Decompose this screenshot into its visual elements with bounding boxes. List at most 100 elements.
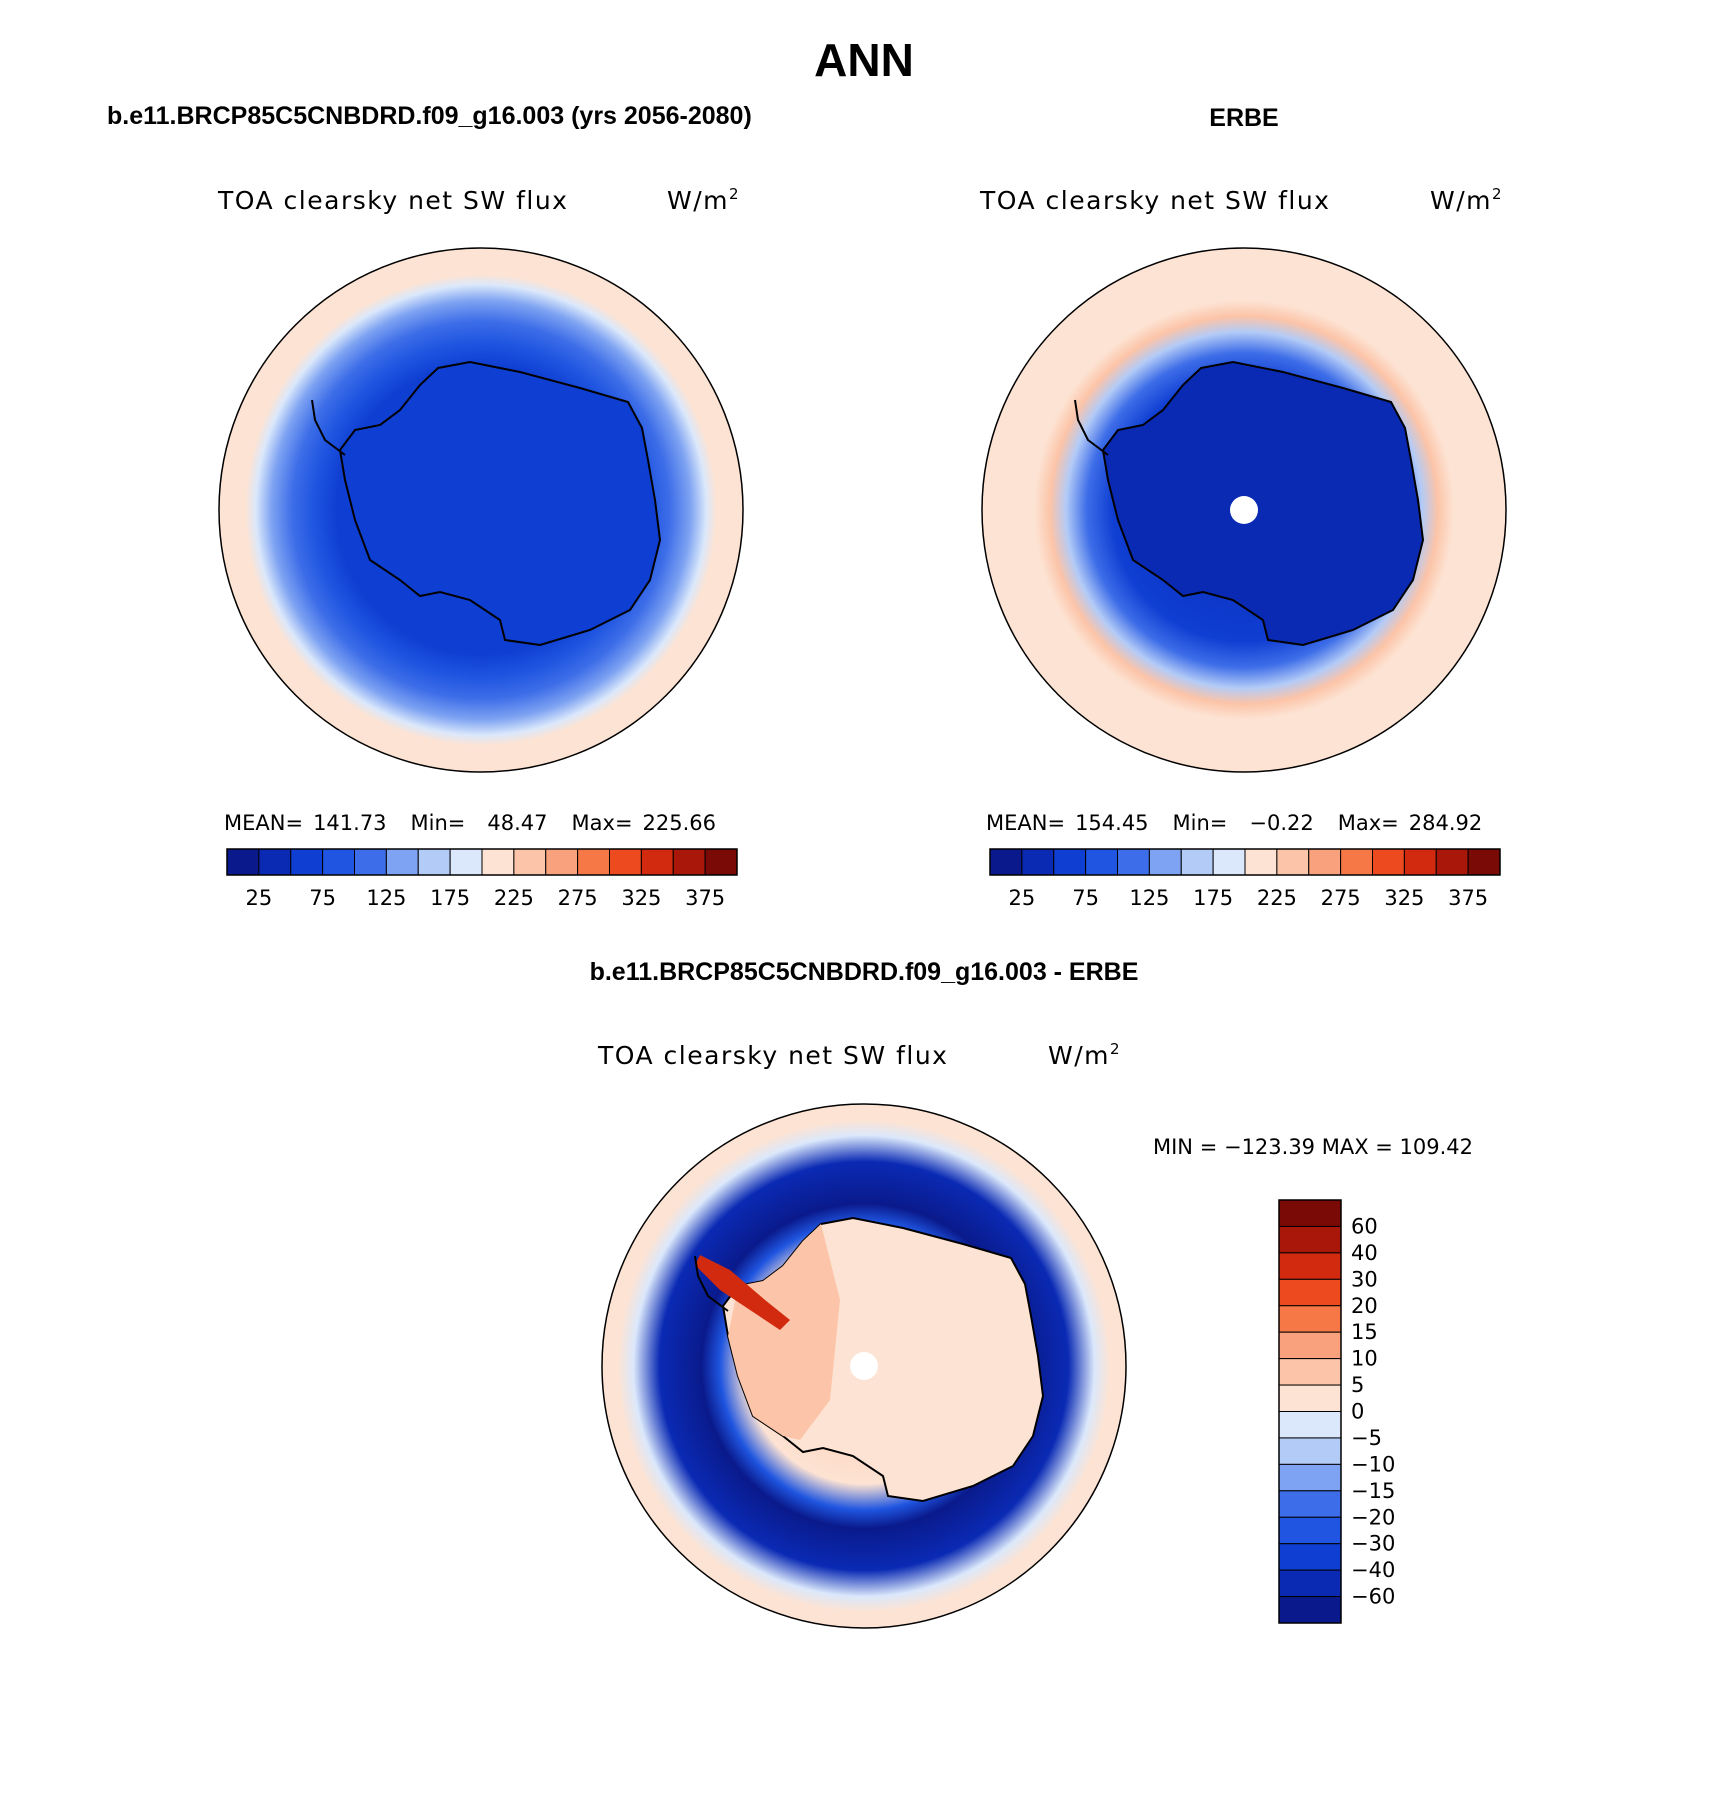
obs-colorbar-swatch [1117,848,1150,876]
panel-diff-peninsula-positive [695,1255,790,1330]
panel-obs-continent-fill [1101,360,1425,647]
panel-diff-units-base: W/m [1048,1041,1110,1070]
diff-colorbar-swatch [1278,1437,1342,1465]
obs-colorbar-tick-label: 375 [1448,886,1488,910]
model-colorbar-swatch [513,848,547,876]
panel-obs-map [981,247,1507,773]
diff-colorbar-swatch [1278,1463,1342,1492]
obs-colorbar-swatch [1467,848,1501,876]
obs-colorbar-swatch [1340,848,1373,876]
model-colorbar-swatch [226,848,260,876]
diff-colorbar-swatch [1278,1331,1342,1360]
diff-colorbar-swatch [1278,1199,1342,1227]
diff-colorbar-tick-label: −5 [1351,1426,1382,1450]
obs-colorbar-tick-label: 25 [1009,886,1036,910]
obs-colorbar-swatch [1021,848,1055,876]
panel-obs-units-base: W/m [1430,186,1492,215]
diff-colorbar-tick-label: 0 [1351,1400,1364,1424]
panel-obs-stats: MEAN= 154.45 Min= −0.22 Max= 284.92 [986,811,1482,835]
panel-model-stats: MEAN= 141.73 Min= 48.47 Max= 225.66 [224,811,716,835]
panel-diff-map [601,1103,1127,1629]
panel-model-units-base: W/m [667,186,729,215]
diff-colorbar-swatch [1278,1516,1342,1545]
panel-obs-max: 284.92 [1409,811,1482,835]
diff-colorbar-tick-label: 10 [1351,1347,1378,1371]
panel-model-max: 225.66 [643,811,716,835]
diff-colorbar-tick-label: −10 [1351,1452,1395,1476]
obs-colorbar-swatch [1435,848,1469,876]
diff-colorbar-tick-label: −40 [1351,1558,1395,1582]
model-colorbar-swatch [354,848,387,876]
model-colorbar-tick-label: 125 [366,886,406,910]
model-colorbar-frame [226,848,738,876]
panel-model-map [218,247,744,773]
obs-colorbar-swatch [1276,848,1310,876]
figure-title: ANN [814,34,914,86]
diff-colorbar-tick-label: −15 [1351,1479,1395,1503]
panel-obs-colorbar: 25 75 125 175 225 275 325 375 [989,848,1501,910]
obs-colorbar-swatch [1244,848,1278,876]
panel-diff-minmax: MIN = −123.39 MAX = 109.42 [1153,1135,1473,1159]
obs-colorbar-tick-label: 225 [1257,886,1297,910]
panel-obs-min-label: Min= [1173,811,1228,835]
diff-colorbar-swatch [1278,1278,1342,1307]
panel-diff-map-border [601,1103,1127,1629]
panel-model-variable: TOA clearsky net SW flux [217,186,568,215]
model-colorbar-tick-label: 225 [494,886,534,910]
model-colorbar-swatch [481,848,515,876]
panel-diff-peninsula-coast [694,1255,729,1312]
panel-model-mean: 141.73 [313,811,386,835]
obs-colorbar-swatch [1403,848,1437,876]
model-colorbar-swatch [672,848,706,876]
diff-colorbar-swatch [1278,1358,1342,1386]
diff-colorbar-swatch [1278,1411,1342,1439]
diff-colorbar-swatch [1278,1490,1342,1518]
obs-colorbar-swatch [1308,848,1342,876]
diff-colorbar-swatch [1278,1252,1342,1280]
panel-model-min: 48.47 [487,811,547,835]
diff-colorbar-tick-label: 60 [1351,1214,1378,1238]
obs-colorbar-frame [989,848,1501,876]
panel-model-units-sup: 2 [729,185,740,203]
diff-colorbar-tick-label: −30 [1351,1532,1395,1556]
model-colorbar-swatch [609,848,642,876]
panel-model-units: W/m2 [667,185,740,215]
panel-obs-max-label: Max= [1338,811,1399,835]
obs-colorbar-swatch [1085,848,1118,876]
diff-colorbar-tick-label: 30 [1351,1267,1378,1291]
model-colorbar-swatch [290,848,324,876]
model-colorbar-swatch [640,848,674,876]
panel-obs-mean: 154.45 [1075,811,1148,835]
diff-colorbar-swatch [1278,1569,1342,1598]
panel-obs-units-sup: 2 [1492,185,1503,203]
obs-colorbar-swatch [1148,848,1182,876]
model-colorbar-swatch [577,848,610,876]
panel-obs-header: ERBE [1209,104,1278,132]
model-colorbar-swatch [545,848,579,876]
obs-colorbar-tick-label: 275 [1321,886,1361,910]
obs-colorbar-tick-label: 125 [1129,886,1169,910]
obs-colorbar-swatch [1212,848,1246,876]
panel-model-continent-fill [338,360,662,647]
panel-diff-continent-west-warm [728,1224,840,1440]
panel-diff-units-sup: 2 [1110,1040,1121,1058]
diff-colorbar-swatch [1278,1305,1342,1333]
model-colorbar-tick-label: 375 [685,886,725,910]
panel-obs-map-border [981,247,1507,773]
model-colorbar-swatch [258,848,292,876]
model-colorbar-tick-label: 275 [558,886,598,910]
panel-model-mean-label: MEAN= [224,811,303,835]
obs-colorbar-tick-label: 325 [1384,886,1424,910]
obs-colorbar-tick-label: 75 [1072,886,1099,910]
model-colorbar-swatch [322,848,355,876]
diff-colorbar-swatch [1278,1543,1342,1571]
obs-colorbar-swatch [1372,848,1405,876]
diff-colorbar-tick-label: 5 [1351,1373,1364,1397]
panel-obs-min: −0.22 [1249,811,1313,835]
panel-diff-header: b.e11.BRCP85C5CNBDRD.f09_g16.003 - ERBE [590,958,1139,986]
panel-obs-units: W/m2 [1430,185,1503,215]
panel-model-max-label: Max= [572,811,633,835]
obs-colorbar-tick-label: 175 [1193,886,1233,910]
